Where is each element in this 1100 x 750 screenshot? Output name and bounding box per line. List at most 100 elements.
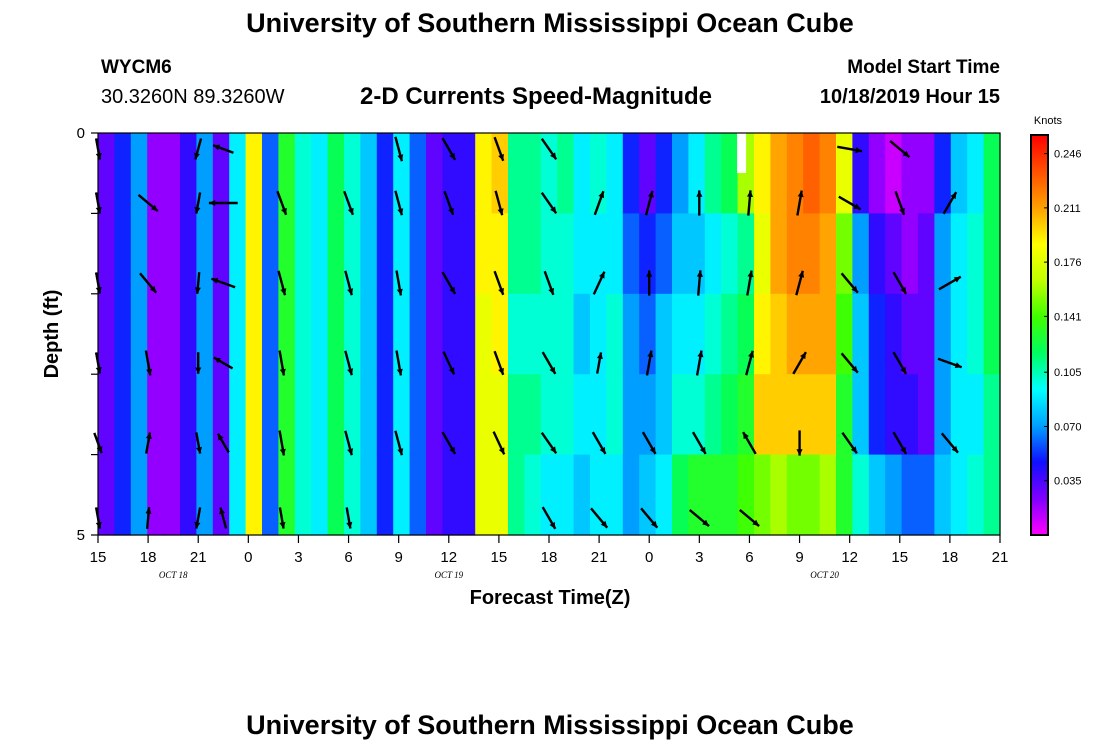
current-vector [213,356,234,370]
heatmap-cell [278,374,296,456]
current-vector [492,431,506,455]
current-vector [746,270,754,296]
heatmap-cell [278,293,296,375]
current-vector [394,430,404,456]
vector-head [397,208,404,216]
date-label: OCT 18 [159,570,188,580]
current-vector [696,270,703,296]
current-vector [441,137,457,161]
vector-head [550,446,557,454]
heatmap-cell [655,213,673,295]
heatmap-cell [803,133,821,214]
heatmap-cell [163,293,181,375]
heatmap-cell [130,454,148,536]
current-vector [937,357,963,369]
heatmap-cell [196,213,214,295]
heatmap-cell [852,374,870,456]
heatmap-cell [393,374,411,456]
missing-data-cell [737,133,747,173]
current-vector [591,431,607,455]
current-vector [278,430,286,456]
current-vector [796,430,803,456]
heatmap-cell [786,213,804,295]
heatmap-cell [98,133,115,214]
heatmap-cell [639,213,657,295]
heatmap-cell [114,374,132,456]
current-vector [210,277,236,289]
vector-head [213,357,221,364]
heatmap-cell [852,133,870,214]
current-vector [277,270,287,296]
vector-head [900,366,907,374]
heatmap-cell [114,213,132,295]
vector-head [599,271,605,279]
heatmap-cell [606,454,624,536]
current-vector [139,272,158,294]
current-vector [646,270,653,296]
current-vector [219,507,228,529]
heatmap-cell [245,374,263,456]
heatmap-cell [475,454,493,536]
current-vector [442,351,456,375]
heatmap-cell [360,213,378,295]
page-title: University of Southern Mississippi Ocean… [246,8,854,38]
heatmap-cell [721,454,739,536]
heatmap-cell [622,133,640,214]
vector-head [649,446,656,454]
current-vector [745,350,754,376]
vector-head [696,270,703,277]
heatmap [98,133,1001,536]
heatmap-cell [704,374,722,456]
heatmap-cell [114,133,132,214]
heatmap-cell [901,374,919,456]
vector-head [449,152,456,160]
heatmap-cell [950,454,968,536]
heatmap-cell [737,213,755,295]
heatmap-cell [393,293,411,375]
vector-head [219,507,226,515]
current-vector [493,270,505,296]
vector-head [95,286,102,294]
heatmap-cell [524,133,542,214]
heatmap-cell [409,454,427,536]
heatmap-cell [688,133,706,214]
heatmap-cell [294,454,312,536]
heatmap-cell [786,374,804,456]
current-vector [840,352,859,374]
heatmap-cell [114,454,132,536]
x-tick-label: 18 [140,549,157,566]
current-vector [593,190,605,216]
heatmap-cell [803,374,821,456]
current-vector [796,190,804,216]
heatmap-cell [852,293,870,375]
heatmap-cell [475,374,493,456]
heatmap-cell [98,374,115,456]
heatmap-cell [508,454,525,536]
heatmap-cell [180,454,197,536]
current-vector [493,350,505,376]
heatmap-cell [360,374,378,456]
heatmap-cell [868,293,886,375]
heatmap-cell [409,133,427,214]
current-vector [395,350,403,376]
heatmap-cell [491,213,509,295]
heatmap-cell [786,293,804,375]
current-vector [344,270,354,296]
x-axis-label: Forecast Time(Z) [470,587,631,609]
heatmap-cell [508,293,525,375]
heatmap-cell [803,293,821,375]
current-vector [892,431,908,455]
heatmap-cell [819,133,837,214]
heatmap-cell [622,374,640,456]
current-vector [441,271,457,295]
vector-head [548,287,554,295]
heatmap-cell [950,213,968,295]
vector-head [95,152,102,160]
vector-head [800,352,806,360]
heatmap-cell [622,293,640,375]
current-vector [194,138,203,160]
vector-head [646,270,653,277]
current-vector [742,431,757,455]
vector-head [217,433,224,441]
heatmap-cell [327,133,345,214]
